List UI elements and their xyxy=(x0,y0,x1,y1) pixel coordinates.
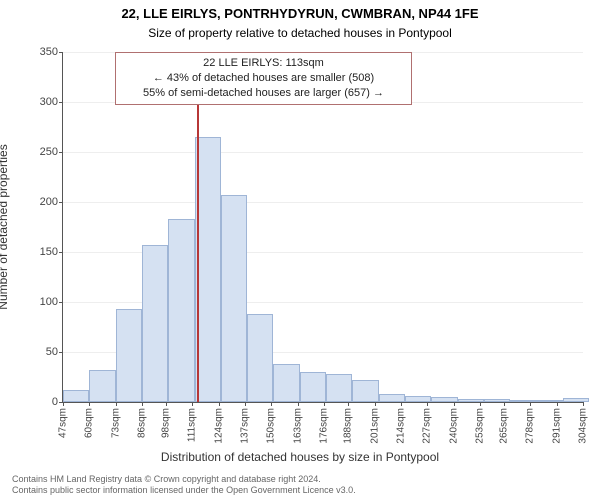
histogram-bar xyxy=(273,364,299,402)
x-tick-mark xyxy=(89,402,90,406)
histogram-bar xyxy=(379,394,405,402)
x-tick-label: 253sqm xyxy=(474,408,485,444)
annotation-box: 22 LLE EIRLYS: 113sqm← 43% of detached h… xyxy=(115,52,412,105)
x-tick-label: 47sqm xyxy=(58,408,69,438)
x-tick-mark xyxy=(401,402,402,406)
x-tick-mark xyxy=(375,402,376,406)
histogram-bar xyxy=(142,245,168,402)
gridline xyxy=(63,152,583,153)
y-tick-label: 100 xyxy=(18,296,58,308)
x-tick-mark xyxy=(271,402,272,406)
gridline xyxy=(63,202,583,203)
histogram-bar xyxy=(300,372,326,402)
y-tick-mark xyxy=(59,302,63,303)
x-tick-label: 60sqm xyxy=(84,408,95,438)
x-tick-mark xyxy=(116,402,117,406)
footer-attribution: Contains HM Land Registry data © Crown c… xyxy=(12,474,356,497)
x-tick-mark xyxy=(324,402,325,406)
x-tick-label: 291sqm xyxy=(551,408,562,444)
histogram-bar xyxy=(510,400,536,402)
chart-container: 22, LLE EIRLYS, PONTRHYDYRUN, CWMBRAN, N… xyxy=(0,0,600,500)
y-tick-label: 150 xyxy=(18,246,58,258)
x-tick-label: 214sqm xyxy=(395,408,406,444)
x-tick-mark xyxy=(298,402,299,406)
x-tick-label: 240sqm xyxy=(448,408,459,444)
x-tick-label: 227sqm xyxy=(422,408,433,444)
x-tick-mark xyxy=(583,402,584,406)
x-tick-label: 111sqm xyxy=(187,408,198,442)
histogram-bar xyxy=(168,219,194,402)
histogram-bar xyxy=(89,370,115,402)
y-tick-label: 0 xyxy=(18,396,58,408)
annotation-line: 55% of semi-detached houses are larger (… xyxy=(126,86,401,101)
histogram-bar xyxy=(247,314,273,402)
y-tick-mark xyxy=(59,102,63,103)
y-tick-mark xyxy=(59,352,63,353)
x-tick-label: 201sqm xyxy=(369,408,380,444)
x-tick-label: 265sqm xyxy=(499,408,510,444)
histogram-bar xyxy=(63,390,89,402)
y-axis-label: Number of detached properties xyxy=(0,144,10,309)
x-tick-label: 188sqm xyxy=(343,408,354,444)
y-tick-mark xyxy=(59,52,63,53)
x-tick-label: 163sqm xyxy=(292,408,303,444)
x-tick-mark xyxy=(504,402,505,406)
histogram-bar xyxy=(563,398,589,402)
x-tick-mark xyxy=(245,402,246,406)
histogram-bar xyxy=(352,380,378,402)
x-tick-mark xyxy=(530,402,531,406)
annotation-line: ← 43% of detached houses are smaller (50… xyxy=(126,71,401,86)
x-tick-label: 124sqm xyxy=(213,408,224,444)
x-tick-label: 176sqm xyxy=(319,408,330,444)
histogram-bar xyxy=(536,400,562,402)
x-tick-mark xyxy=(348,402,349,406)
y-tick-label: 50 xyxy=(18,346,58,358)
y-tick-label: 250 xyxy=(18,146,58,158)
x-tick-mark xyxy=(142,402,143,406)
y-tick-label: 300 xyxy=(18,96,58,108)
y-tick-mark xyxy=(59,202,63,203)
x-tick-mark xyxy=(427,402,428,406)
y-tick-label: 200 xyxy=(18,196,58,208)
histogram-bar xyxy=(484,399,510,402)
x-tick-mark xyxy=(192,402,193,406)
x-tick-mark xyxy=(557,402,558,406)
annotation-line: 22 LLE EIRLYS: 113sqm xyxy=(126,56,401,71)
x-tick-label: 86sqm xyxy=(136,408,147,438)
chart-title-main: 22, LLE EIRLYS, PONTRHYDYRUN, CWMBRAN, N… xyxy=(0,6,600,21)
x-tick-mark xyxy=(219,402,220,406)
histogram-bar xyxy=(116,309,142,402)
x-tick-mark xyxy=(454,402,455,406)
x-tick-label: 98sqm xyxy=(161,408,172,438)
x-axis-label: Distribution of detached houses by size … xyxy=(0,450,600,464)
plot-area: 47sqm60sqm73sqm86sqm98sqm111sqm124sqm137… xyxy=(62,52,583,403)
footer-line-2: Contains public sector information licen… xyxy=(12,485,356,496)
x-tick-label: 73sqm xyxy=(110,408,121,438)
x-tick-mark xyxy=(63,402,64,406)
footer-line-1: Contains HM Land Registry data © Crown c… xyxy=(12,474,356,485)
x-tick-mark xyxy=(166,402,167,406)
chart-title-sub: Size of property relative to detached ho… xyxy=(0,26,600,40)
histogram-bar xyxy=(221,195,247,402)
y-tick-label: 350 xyxy=(18,46,58,58)
x-tick-label: 137sqm xyxy=(240,408,251,444)
x-tick-label: 278sqm xyxy=(525,408,536,444)
y-tick-mark xyxy=(59,252,63,253)
x-tick-mark xyxy=(480,402,481,406)
x-tick-label: 304sqm xyxy=(578,408,589,444)
histogram-bar xyxy=(326,374,352,402)
y-tick-mark xyxy=(59,152,63,153)
x-tick-label: 150sqm xyxy=(266,408,277,444)
